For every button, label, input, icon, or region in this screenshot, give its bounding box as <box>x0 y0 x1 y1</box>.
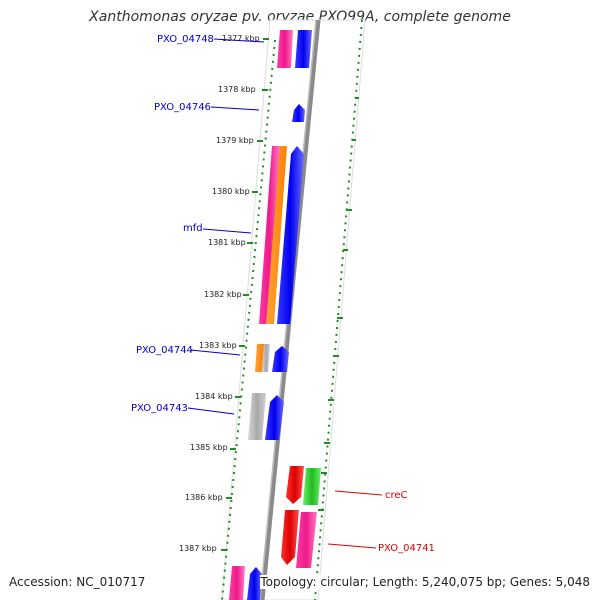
gene-feature-pink[interactable] <box>259 146 280 324</box>
kbp-label: 1381 kbp <box>208 238 246 247</box>
kbp-label: 1379 kbp <box>216 136 254 145</box>
kbp-ticks <box>221 38 269 551</box>
gene-label-pxo-04744[interactable]: PXO_04744 <box>136 345 193 356</box>
gene-feature-orange[interactable] <box>266 146 287 324</box>
gc-track-left <box>221 39 276 600</box>
gene-label-pxo-04748[interactable]: PXO_04748 <box>157 34 214 45</box>
gene-feature-blue[interactable] <box>277 146 304 324</box>
kbp-label: 1387 kbp <box>179 544 217 553</box>
genome-summary-text: Topology: circular; Length: 5,240,075 bp… <box>260 575 590 589</box>
gc-track-right <box>314 19 363 600</box>
gene-feature-gray[interactable] <box>262 344 270 372</box>
gene-leader-line <box>334 490 383 496</box>
gene-leader-line <box>202 228 252 234</box>
gene-label-pxo-04746[interactable]: PXO_04746 <box>154 102 211 113</box>
gene-feature-blue[interactable] <box>247 567 262 600</box>
accession-text: Accession: NC_010717 <box>9 575 146 589</box>
gene-leader-line <box>210 106 260 111</box>
gene-leader-line <box>187 407 235 415</box>
gene-leader-line <box>190 349 241 356</box>
gene-leader-line <box>327 543 377 549</box>
gene-feature-pink[interactable] <box>277 30 293 68</box>
gene-feature-red[interactable] <box>286 466 304 504</box>
gene-label-pxo-04743[interactable]: PXO_04743 <box>131 403 188 414</box>
gene-feature-blue[interactable] <box>295 30 312 68</box>
gene-feature-gray[interactable] <box>248 393 266 440</box>
gene-feature-pink[interactable] <box>229 566 245 600</box>
gc-skew-ticks <box>318 97 359 511</box>
kbp-label: 1377 kbp <box>222 34 260 43</box>
kbp-label: 1380 kbp <box>212 187 250 196</box>
gene-label-mfd[interactable]: mfd <box>183 223 203 234</box>
feature-band <box>221 19 366 600</box>
gene-label-crec[interactable]: creC <box>385 490 408 501</box>
kbp-label: 1384 kbp <box>195 392 233 401</box>
gene-feature-red[interactable] <box>281 510 299 565</box>
genome-title: Xanthomonas oryzae pv. oryzae PXO99A, co… <box>89 9 511 25</box>
kbp-label: 1386 kbp <box>185 493 223 502</box>
kbp-label: 1378 kbp <box>218 85 256 94</box>
kbp-label: 1382 kbp <box>204 290 242 299</box>
gene-leader-line <box>213 38 265 43</box>
gene-feature-green[interactable] <box>303 468 321 505</box>
kbp-label: 1383 kbp <box>199 341 237 350</box>
kbp-label: 1385 kbp <box>190 443 228 452</box>
gene-label-pxo-04741[interactable]: PXO_04741 <box>378 543 435 554</box>
gene-feature-blue[interactable] <box>292 104 305 122</box>
gene-feature-blue[interactable] <box>272 346 289 372</box>
gene-feature-orange[interactable] <box>255 344 264 372</box>
gene-feature-blue[interactable] <box>265 395 284 440</box>
gene-feature-pink[interactable] <box>296 512 317 568</box>
